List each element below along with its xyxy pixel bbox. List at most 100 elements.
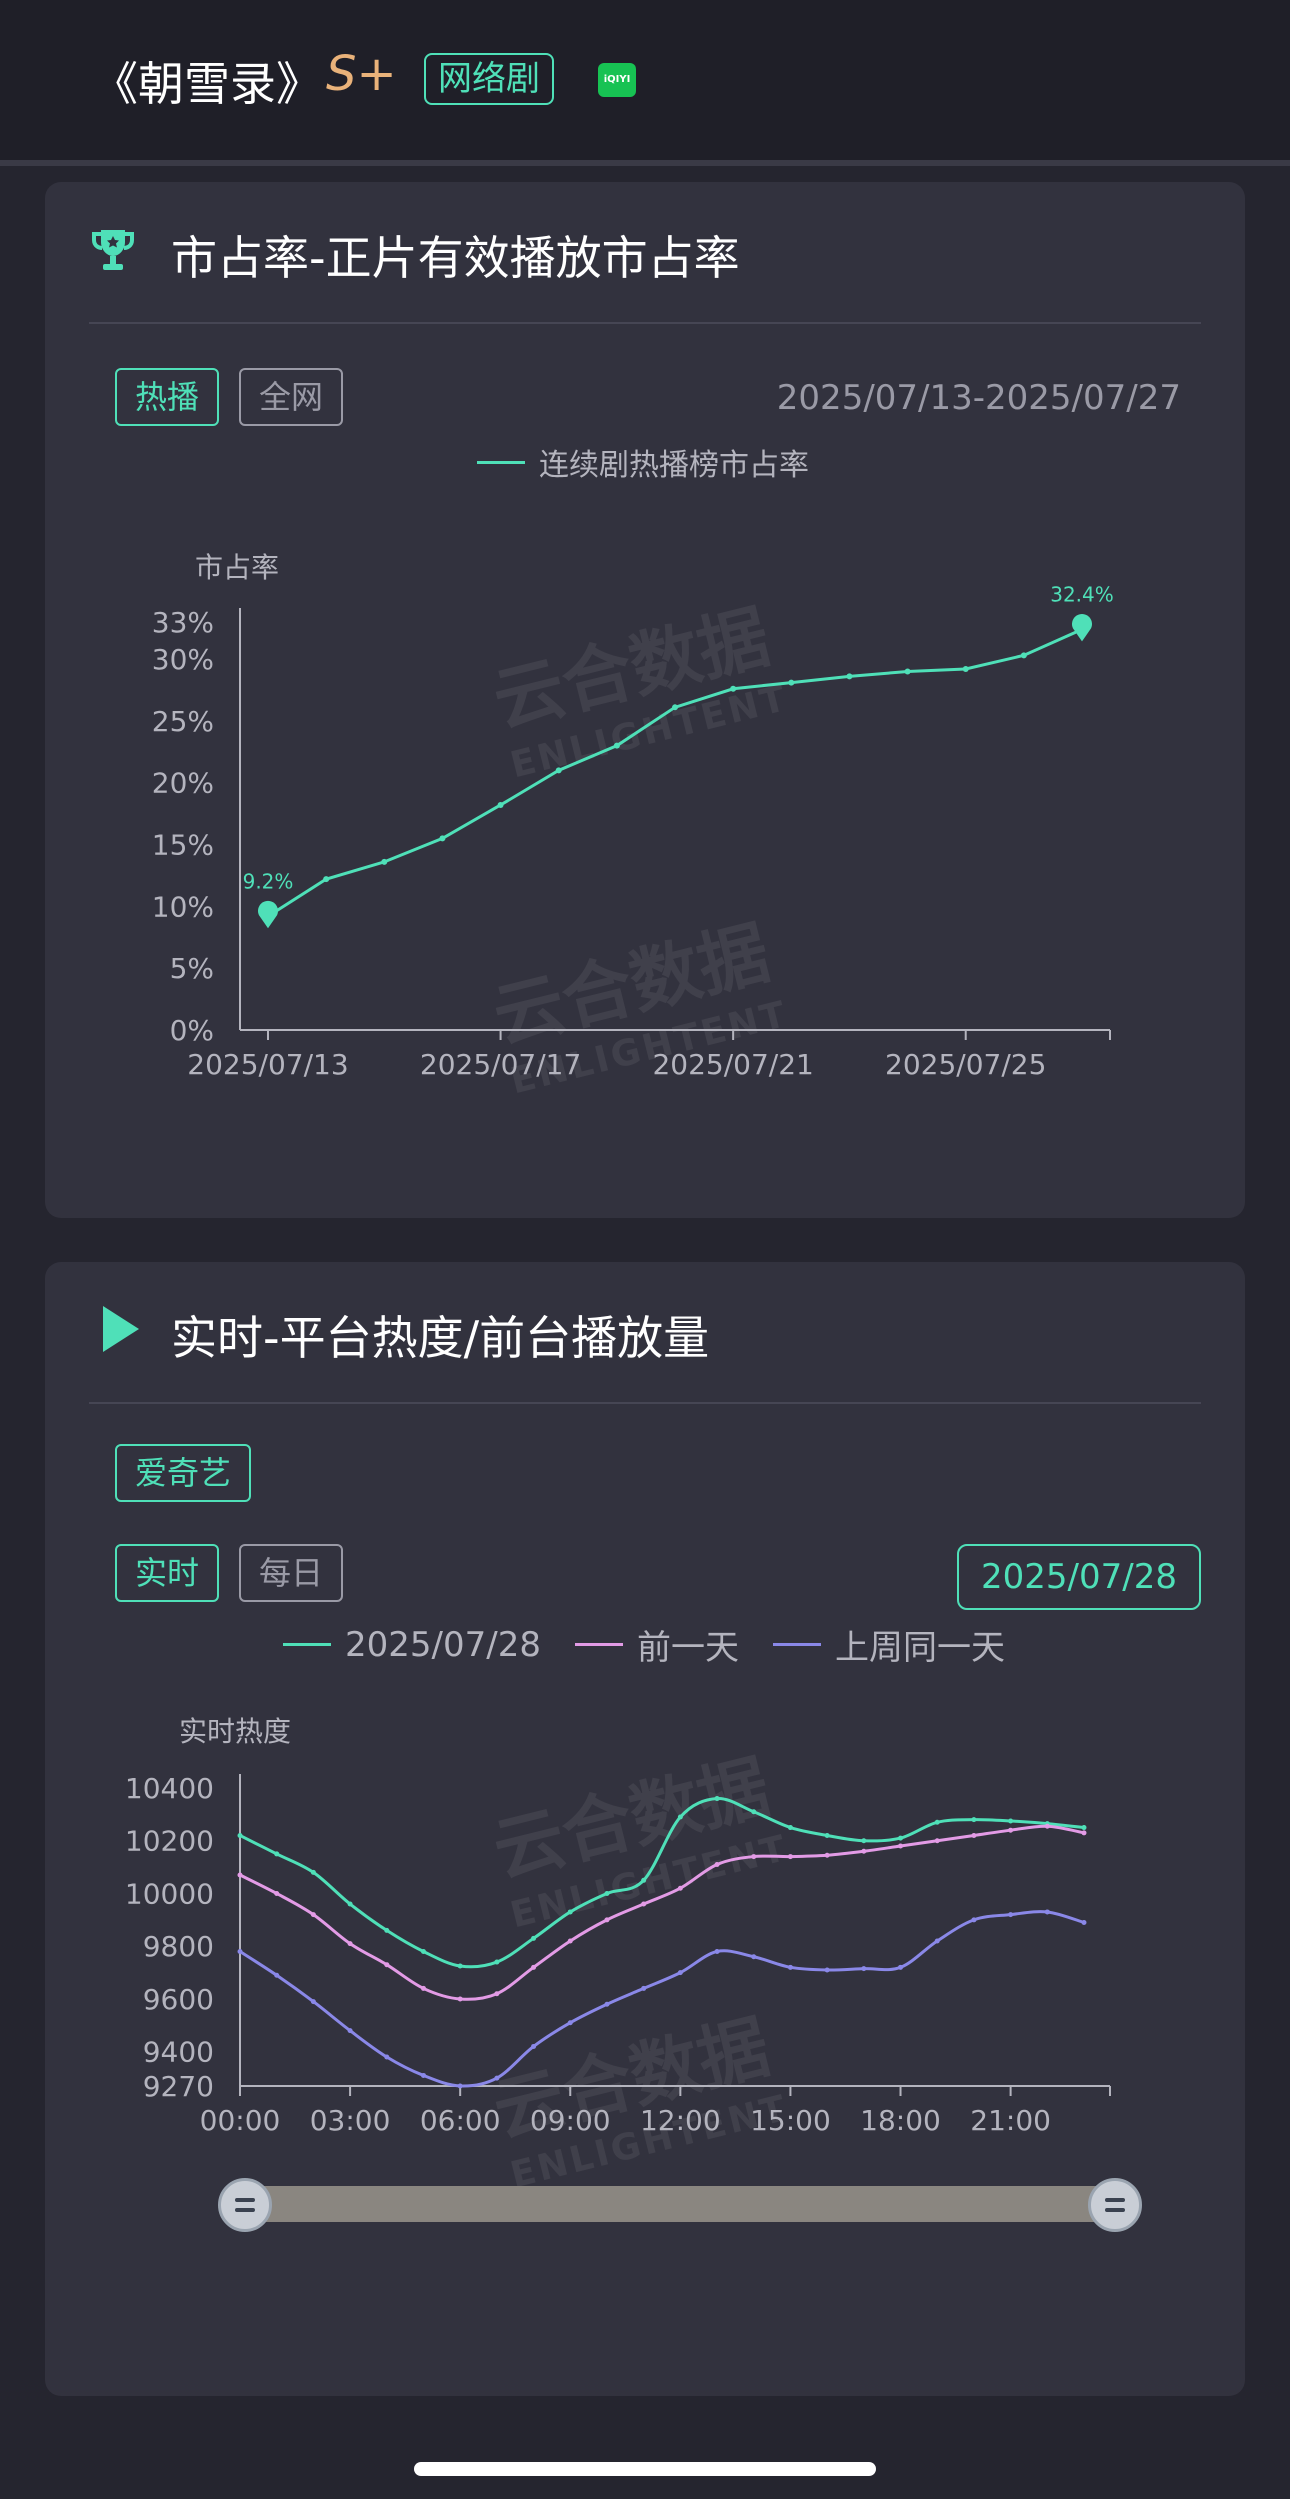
- data-point: [641, 1877, 647, 1883]
- data-point: [323, 876, 330, 883]
- data-point: [824, 1832, 830, 1838]
- data-point: [1044, 1909, 1050, 1915]
- data-point: [237, 1832, 243, 1838]
- data-point: [787, 1964, 793, 1970]
- data-point: [898, 1843, 904, 1849]
- data-point: [310, 1869, 316, 1875]
- data-point: [613, 742, 620, 749]
- legend[interactable]: 连续剧热播榜市占率: [477, 440, 843, 484]
- annotation-pin-icon: [1072, 614, 1092, 642]
- data-point: [714, 1861, 720, 1867]
- data-point: [787, 1854, 793, 1860]
- y-tick-label: 33%: [152, 606, 214, 639]
- card-divider: [89, 322, 1201, 324]
- platform-iqiyi-button[interactable]: 爱奇艺: [115, 1444, 252, 1502]
- data-point: [457, 1963, 463, 1969]
- market-share-chart: 0% 5% 10% 15% 20% 25% 30% 33% 2025/07/13 2025/07/…: [152, 582, 1114, 1081]
- data-point: [531, 1935, 537, 1941]
- x-tick-label: 12:00: [640, 2104, 721, 2137]
- data-point: [494, 1991, 500, 1997]
- data-point: [604, 2001, 610, 2007]
- x-tick-label: 2025/07/17: [420, 1048, 581, 1081]
- legend-item-today[interactable]: 2025/07/28: [283, 1625, 541, 1665]
- show-title: 《朝雪录》: [92, 57, 322, 111]
- data-point: [1008, 1912, 1014, 1918]
- market-share-card: 市占率-正片有效播放市占率 热播 全网 2025/07/13-2025/07/2…: [45, 182, 1245, 1218]
- data-point: [420, 1985, 426, 1991]
- legend-item-last-week[interactable]: 上周同一天: [772, 1620, 1005, 1669]
- filter-hot-button[interactable]: 热播: [115, 368, 220, 426]
- y-tick-label: 10000: [125, 1877, 214, 1910]
- legend-line-icon: [283, 1643, 331, 1646]
- zoom-handle-left[interactable]: [218, 2178, 272, 2232]
- data-point: [384, 1927, 390, 1933]
- x-tick-label: 18:00: [860, 2104, 941, 2137]
- mode-realtime-button[interactable]: 实时: [115, 1544, 220, 1602]
- legend-item[interactable]: 连续剧热播榜市占率: [477, 440, 809, 484]
- data-label: 9.2%: [243, 869, 294, 893]
- data-point: [1044, 1823, 1050, 1829]
- data-point: [641, 1901, 647, 1907]
- data-point: [384, 1962, 390, 1968]
- data-point: [310, 1912, 316, 1918]
- data-point: [494, 1959, 500, 1965]
- data-point: [714, 1949, 720, 1955]
- legend-label: 前一天: [636, 1628, 739, 1668]
- data-point: [604, 1917, 610, 1923]
- x-tick-label: 2025/07/13: [187, 1048, 348, 1081]
- data-point: [494, 2075, 500, 2081]
- date-range: 2025/07/13-2025/07/27: [776, 378, 1181, 418]
- data-point: [641, 1985, 647, 1991]
- home-indicator[interactable]: [414, 2462, 876, 2476]
- data-point: [677, 1885, 683, 1891]
- x-tick-label: 2025/07/21: [652, 1048, 813, 1081]
- legend-label: 上周同一天: [834, 1628, 1005, 1668]
- x-tick-label: 06:00: [420, 2104, 501, 2137]
- legend[interactable]: 2025/07/28 前一天 上周同一天: [283, 1620, 1039, 1669]
- data-point: [898, 1835, 904, 1841]
- data-point: [1008, 1827, 1014, 1833]
- y-tick-label: 25%: [152, 705, 214, 738]
- iqiyi-logo-icon: iQIYI: [598, 63, 636, 97]
- play-icon: [103, 1306, 139, 1352]
- legend-line-icon: [477, 460, 525, 464]
- data-point: [237, 1872, 243, 1878]
- data-point: [1081, 1825, 1087, 1831]
- data-point: [1020, 652, 1027, 659]
- data-label: 32.4%: [1050, 582, 1114, 606]
- y-axis-title: 市占率: [195, 551, 280, 584]
- x-tick-label: 03:00: [310, 2104, 391, 2137]
- legend-item-prev-day[interactable]: 前一天: [574, 1620, 739, 1669]
- zoom-slider-track[interactable]: [245, 2186, 1115, 2222]
- data-point: [861, 1966, 867, 1972]
- y-tick-label: 9800: [143, 1930, 214, 1963]
- y-tick-label: 0%: [170, 1014, 214, 1047]
- data-point: [730, 685, 737, 692]
- y-tick-label: 10200: [125, 1825, 214, 1858]
- data-point: [497, 801, 504, 808]
- data-point: [567, 2020, 573, 2026]
- data-point: [439, 835, 446, 842]
- annotation-pin-icon: [258, 900, 278, 929]
- mode-daily-button[interactable]: 每日: [239, 1544, 344, 1602]
- data-point: [274, 1851, 280, 1857]
- card-divider: [89, 1402, 1201, 1404]
- data-point: [677, 1970, 683, 1976]
- zoom-handle-right[interactable]: [1088, 2178, 1142, 2232]
- data-point: [714, 1796, 720, 1802]
- x-tick-label: 15:00: [750, 2104, 831, 2137]
- data-point: [420, 1949, 426, 1955]
- data-point: [751, 1954, 757, 1960]
- y-tick-label: 9270: [143, 2070, 214, 2103]
- data-point: [846, 673, 853, 680]
- date-picker-button[interactable]: 2025/07/28: [957, 1544, 1201, 1610]
- data-point: [898, 1964, 904, 1970]
- data-point: [457, 1996, 463, 2002]
- series-line: [267, 628, 1083, 918]
- series-line: [239, 1910, 1085, 2088]
- x-tick-label: 21:00: [970, 2104, 1051, 2137]
- filter-all-network-button[interactable]: 全网: [239, 368, 344, 426]
- data-point: [934, 1938, 940, 1944]
- y-tick-label: 30%: [152, 643, 214, 676]
